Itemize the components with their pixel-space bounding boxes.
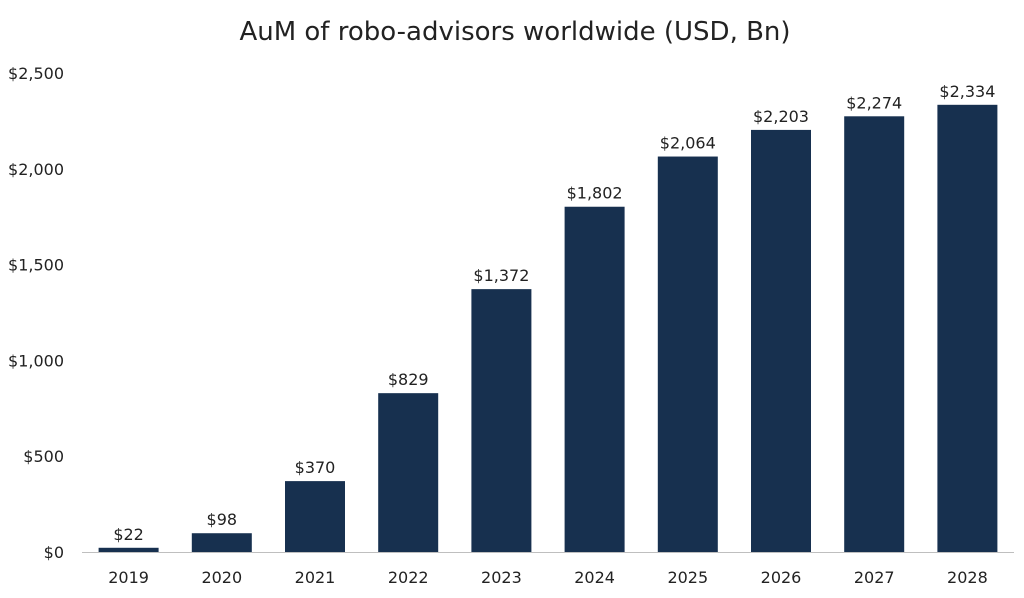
x-tick-label: 2028	[947, 568, 988, 587]
bar-2019	[98, 547, 159, 552]
data-label-2028: $2,334	[939, 82, 995, 101]
bar-2023	[471, 289, 532, 552]
data-label-2020: $98	[207, 510, 238, 529]
bar-2020	[191, 533, 252, 552]
data-label-2026: $2,203	[753, 107, 809, 126]
x-axis: 2019 2020 2021 2022 2023 2024 2025 2026 2027 2028	[82, 552, 1014, 587]
y-tick-label: $2,000	[8, 160, 64, 179]
x-tick-label: 2022	[388, 568, 429, 587]
x-tick-label: 2021	[295, 568, 336, 587]
chart-title: AuM of robo-advisors worldwide (USD, Bn)	[239, 17, 790, 47]
x-tick-label: 2027	[854, 568, 895, 587]
x-tick-label: 2019	[108, 568, 149, 587]
data-label-2019: $22	[113, 525, 144, 544]
y-tick-label: $500	[23, 447, 64, 466]
bar-2025	[657, 156, 718, 552]
bars	[98, 104, 998, 552]
data-labels: $22 $98 $370 $829 $1,372 $1,802 $2,064 $2,203 $2…	[113, 82, 995, 544]
bar-2026	[751, 129, 811, 552]
x-tick-label: 2025	[667, 568, 708, 587]
x-tick-label: 2026	[761, 568, 802, 587]
bar-2024	[564, 206, 625, 552]
y-tick-label: $2,500	[8, 64, 64, 83]
data-label-2022: $829	[388, 370, 429, 389]
x-tick-label: 2020	[201, 568, 242, 587]
data-label-2021: $370	[295, 458, 336, 477]
x-tick-label: 2023	[481, 568, 522, 587]
data-label-2025: $2,064	[660, 134, 716, 153]
x-tick-label: 2024	[574, 568, 615, 587]
data-label-2027: $2,274	[846, 93, 902, 112]
y-tick-label: $0	[44, 543, 64, 562]
bar-2027	[844, 116, 905, 552]
y-tick-label: $1,500	[8, 256, 64, 275]
y-axis: $0 $500 $1,000 $1,500 $2,000 $2,500	[8, 64, 64, 562]
bar-2021	[285, 481, 345, 552]
y-tick-label: $1,000	[8, 351, 64, 370]
bar-2022	[378, 393, 439, 552]
bar-2028	[937, 104, 998, 552]
data-label-2024: $1,802	[567, 184, 623, 203]
data-label-2023: $1,372	[473, 266, 529, 285]
